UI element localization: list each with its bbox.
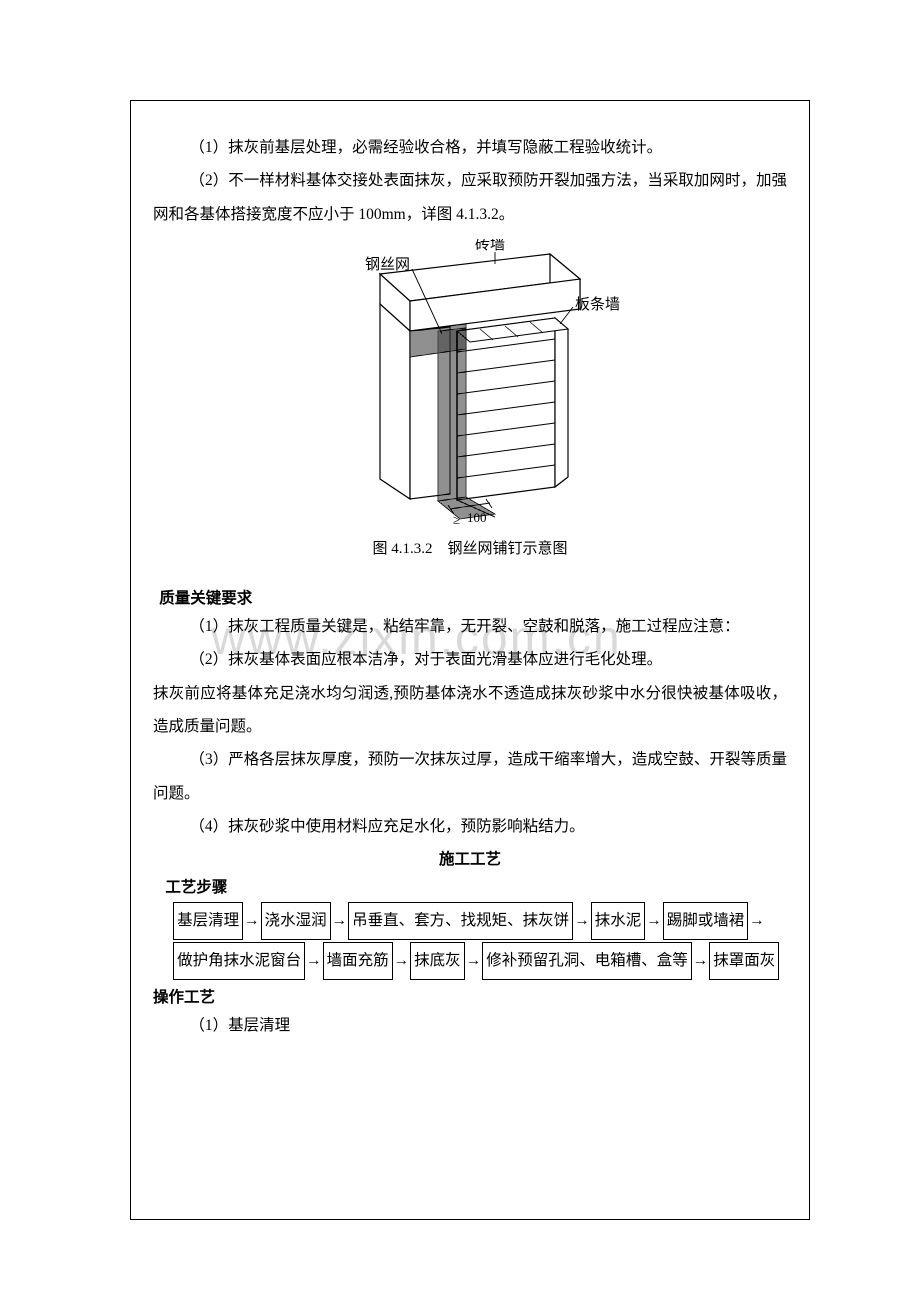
flow-arrow: → — [243, 904, 261, 938]
dim-ge: ≥ — [453, 512, 460, 527]
operation-1: （1）基层清理 — [153, 1009, 787, 1042]
flow-arrow: → — [692, 944, 710, 978]
flow-step: 浇水湿润 — [261, 902, 331, 940]
quality-2b: 抹灰前应将基体充足浇水均匀润透,预防基体浇水不透造成抹灰砂浆中水分很快被基体吸收… — [153, 677, 787, 744]
quality-1: （1）抹灰工程质量关键是，粘结牢靠，无开裂、空鼓和脱落，施工过程应注意： — [153, 610, 787, 643]
heading-process: 施工工艺 — [153, 847, 787, 869]
content: （1）抹灰前基层处理，必需经验收合格，并填写隐蔽工程验收统计。 （2）不一样材料… — [153, 131, 787, 1043]
flow-arrow: → — [305, 944, 323, 978]
flow-step: 抹底灰 — [410, 942, 465, 980]
flow-arrow: → — [331, 904, 349, 938]
flow-arrow: → — [465, 944, 483, 978]
flow-arrow: → — [573, 904, 591, 938]
flow-step: 踢脚或墙裙 — [663, 902, 749, 940]
flow-step: 抹水泥 — [591, 902, 646, 940]
para-2: （2）不一样材料基体交接处表面抹灰，应采取预防开裂加强方法，当采取加网时，加强网… — [153, 164, 787, 231]
flow-step: 修补预留孔洞、电箱槽、盒等 — [482, 942, 692, 980]
page-frame: www.zixin.com.cn （1）抹灰前基层处理，必需经验收合格，并填写隐… — [130, 100, 810, 1220]
heading-steps: 工艺步骤 — [153, 875, 787, 897]
heading-operation: 操作工艺 — [153, 985, 787, 1007]
flow-arrow: → — [393, 944, 411, 978]
diagram-caption: 图 4.1.3.2 钢丝网铺钉示意图 — [153, 537, 787, 558]
flow-step: 抹罩面灰 — [709, 942, 779, 980]
flow-chart: 基层清理→浇水湿润→吊垂直、套方、找规矩、抹灰饼→抹水泥→踢脚或墙裙→做护角抹水… — [173, 901, 787, 981]
quality-3: （3）严格各层抹灰厚度，预防一次抹灰过厚，造成干缩率增大，造成空鼓、开裂等质量问… — [153, 743, 787, 810]
flow-step: 基层清理 — [173, 902, 243, 940]
quality-2: （2）抹灰基体表面应根本洁净，对于表面光滑基体应进行毛化处理。 — [153, 643, 787, 676]
heading-quality: 质量关键要求 — [153, 586, 787, 608]
lath-wall-panel — [457, 318, 568, 500]
flow-step: 墙面充筋 — [323, 942, 393, 980]
para-1: （1）抹灰前基层处理，必需经验收合格，并填写隐蔽工程验收统计。 — [153, 131, 787, 164]
flow-arrow: → — [748, 904, 766, 938]
diagram-svg: ≥ 100 砖墙 钢丝网 板条墙 — [320, 239, 620, 529]
svg-text:砖墙: 砖墙 — [475, 239, 505, 253]
flow-step: 做护角抹水泥窗台 — [173, 942, 305, 980]
flow-arrow: → — [645, 904, 663, 938]
svg-text:板条墙: 板条墙 — [575, 295, 620, 313]
svg-text:钢丝网: 钢丝网 — [365, 256, 410, 273]
diagram-wire-mesh: ≥ 100 砖墙 钢丝网 板条墙 — [153, 239, 787, 529]
quality-4: （4）抹灰砂浆中使用材料应充足水化，预防影响粘结力。 — [153, 810, 787, 843]
flow-step: 吊垂直、套方、找规矩、抹灰饼 — [348, 902, 573, 940]
dim-value: 100 — [467, 510, 487, 525]
